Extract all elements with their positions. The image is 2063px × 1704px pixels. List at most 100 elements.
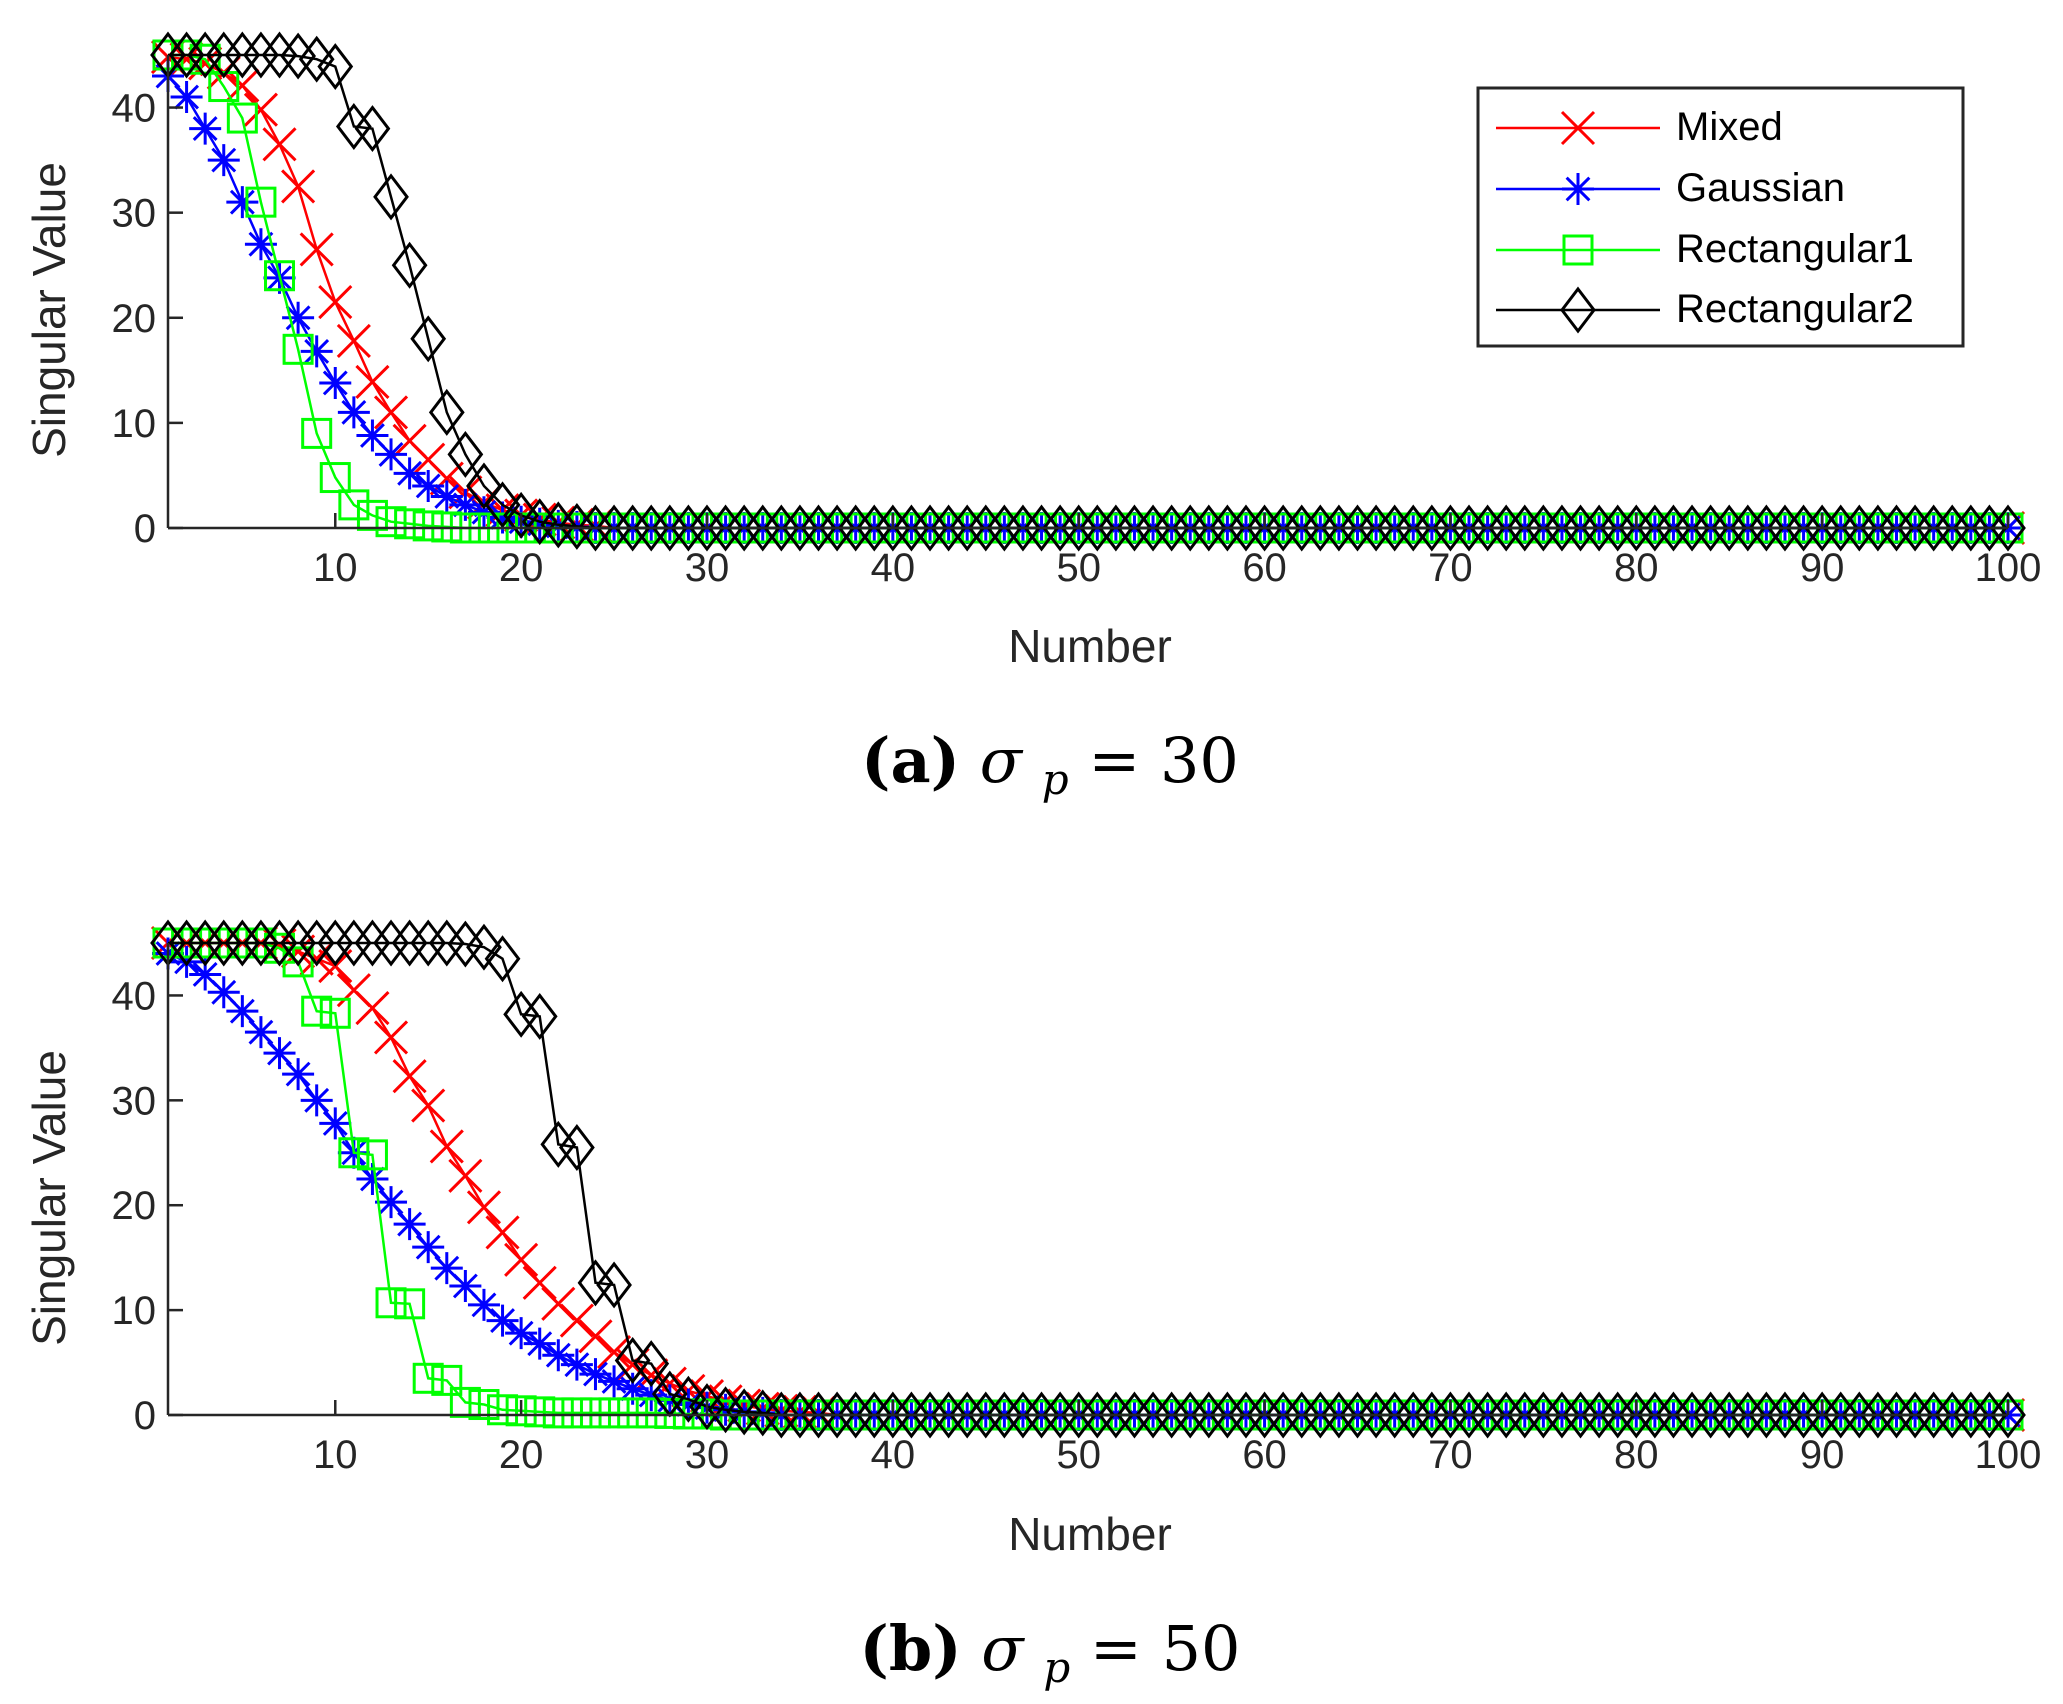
point-rectangular2-b — [930, 1391, 967, 1439]
point-rectangular2-a — [1060, 504, 1097, 552]
point-gaussian-b — [282, 1058, 315, 1091]
x-tick-label-a: 40 — [871, 546, 916, 590]
point-rectangular2-b — [1451, 1391, 1487, 1439]
x-tick-label-a: 60 — [1242, 546, 1287, 590]
point-rectangular2-a — [168, 31, 205, 79]
point-gaussian-b — [449, 1269, 482, 1302]
point-gaussian-b — [356, 1163, 389, 1195]
point-rectangular2-a — [633, 504, 670, 552]
point-rectangular2-b — [1358, 1391, 1394, 1439]
caption-sub-b: p — [1043, 1643, 1070, 1692]
point-gaussian-b — [542, 1339, 575, 1372]
point-rectangular2-a — [1172, 504, 1209, 552]
axes-b: 10 20 30 40 50 60 70 80 90 100 0 10 20 30 40 — [112, 943, 2042, 1477]
point-rectangular1-a — [226, 102, 258, 134]
point-rectangular2-b — [1395, 1391, 1432, 1439]
point-rectangular2-b — [298, 919, 335, 967]
point-rectangular2-a — [1042, 504, 1079, 552]
x-tick-label-b: 30 — [685, 1433, 730, 1477]
point-rectangular2-a — [1785, 504, 1822, 552]
point-mixed-b — [504, 1242, 539, 1277]
point-rectangular2-a — [1674, 504, 1710, 552]
y-tick-label-b: 40 — [112, 974, 157, 1018]
point-rectangular2-a — [261, 31, 298, 79]
point-rectangular2-b — [912, 1391, 948, 1439]
point-rectangular1-b — [524, 1396, 556, 1428]
point-gaussian-b — [244, 1016, 277, 1049]
point-rectangular2-b — [1413, 1391, 1450, 1439]
point-rectangular2-a — [503, 491, 540, 539]
point-mixed-b — [578, 1319, 613, 1354]
point-rectangular2-b — [1860, 1391, 1896, 1439]
point-rectangular2-a — [484, 481, 521, 529]
point-rectangular2-b — [1190, 1391, 1227, 1439]
point-gaussian-a — [412, 469, 445, 502]
point-rectangular2-a — [1246, 504, 1283, 552]
legend-box — [1476, 86, 1965, 348]
point-rectangular2-a — [1506, 504, 1543, 552]
point-rectangular2-b — [243, 919, 279, 967]
point-rectangular2-b — [224, 919, 261, 967]
point-gaussian-b — [579, 1358, 612, 1391]
point-rectangular2-b — [410, 919, 447, 967]
x-tick-label-a: 70 — [1428, 546, 1473, 590]
point-rectangular2-a — [1097, 504, 1134, 552]
point-mixed-b — [373, 1020, 409, 1055]
caption-symbol-a: σ — [980, 724, 1024, 797]
x-tick-label-b: 90 — [1800, 1433, 1845, 1477]
point-rectangular2-a — [874, 504, 911, 552]
point-rectangular1-b — [301, 995, 333, 1027]
point-mixed-a — [355, 364, 390, 399]
legend-marker-gaussian — [1562, 173, 1594, 205]
point-mixed-b — [411, 1088, 446, 1123]
caption-a: (a) σ p = 30 — [861, 724, 1239, 809]
point-rectangular2-a — [1618, 504, 1655, 552]
point-rectangular2-b — [1711, 1391, 1748, 1439]
point-rectangular2-a — [1302, 504, 1339, 552]
legend-marker-rectangular2 — [1560, 286, 1596, 334]
point-rectangular2-b — [1599, 1391, 1636, 1439]
legend: Mixed Gaussian Rectangular1 Rectangular2 — [1476, 86, 1965, 348]
point-mixed-a — [299, 232, 334, 267]
point-rectangular2-b — [1153, 1391, 1190, 1439]
point-rectangular2-a — [1209, 504, 1246, 552]
point-rectangular2-b — [1525, 1391, 1562, 1439]
point-rectangular2-a — [1692, 504, 1729, 552]
legend-label-rectangular2: Rectangular2 — [1676, 287, 1914, 331]
point-rectangular2-b — [1488, 1391, 1525, 1439]
point-gaussian-b — [189, 958, 222, 991]
point-mixed-b — [485, 1215, 520, 1250]
point-rectangular2-b — [800, 1391, 837, 1439]
point-gaussian-a — [430, 480, 463, 513]
point-rectangular2-a — [1005, 504, 1041, 552]
point-gaussian-b — [523, 1327, 556, 1360]
point-rectangular2-b — [1915, 1391, 1952, 1439]
point-rectangular2-a — [1135, 504, 1171, 552]
point-rectangular2-a — [614, 504, 651, 552]
point-rectangular2-b — [187, 919, 224, 967]
point-rectangular2-a — [856, 504, 893, 552]
point-rectangular2-b — [1822, 1391, 1859, 1439]
point-gaussian-a — [189, 112, 222, 145]
point-mixed-a — [262, 127, 297, 162]
y-tick-label-b: 30 — [112, 1079, 157, 1123]
point-gaussian-a — [449, 488, 482, 521]
y-tick-label-a: 10 — [112, 402, 157, 446]
point-rectangular2-a — [317, 43, 354, 91]
point-mixed-b — [466, 1190, 502, 1225]
point-mixed-a — [281, 169, 316, 204]
point-rectangular2-a — [763, 504, 800, 552]
point-gaussian-a — [337, 396, 370, 429]
point-rectangular2-b — [1934, 1391, 1971, 1439]
point-gaussian-a — [467, 496, 500, 529]
point-gaussian-a — [523, 507, 556, 540]
point-mixed-b — [355, 990, 390, 1026]
point-rectangular2-b — [1079, 1391, 1116, 1439]
point-rectangular2-a — [1228, 504, 1264, 552]
point-rectangular2-a — [1655, 504, 1692, 552]
point-rectangular2-b — [1246, 1391, 1283, 1439]
x-tick-label-a: 100 — [1975, 546, 2042, 590]
x-tick-label-b: 100 — [1975, 1433, 2042, 1477]
point-rectangular2-a — [744, 504, 781, 552]
point-rectangular2-a — [1283, 504, 1320, 552]
